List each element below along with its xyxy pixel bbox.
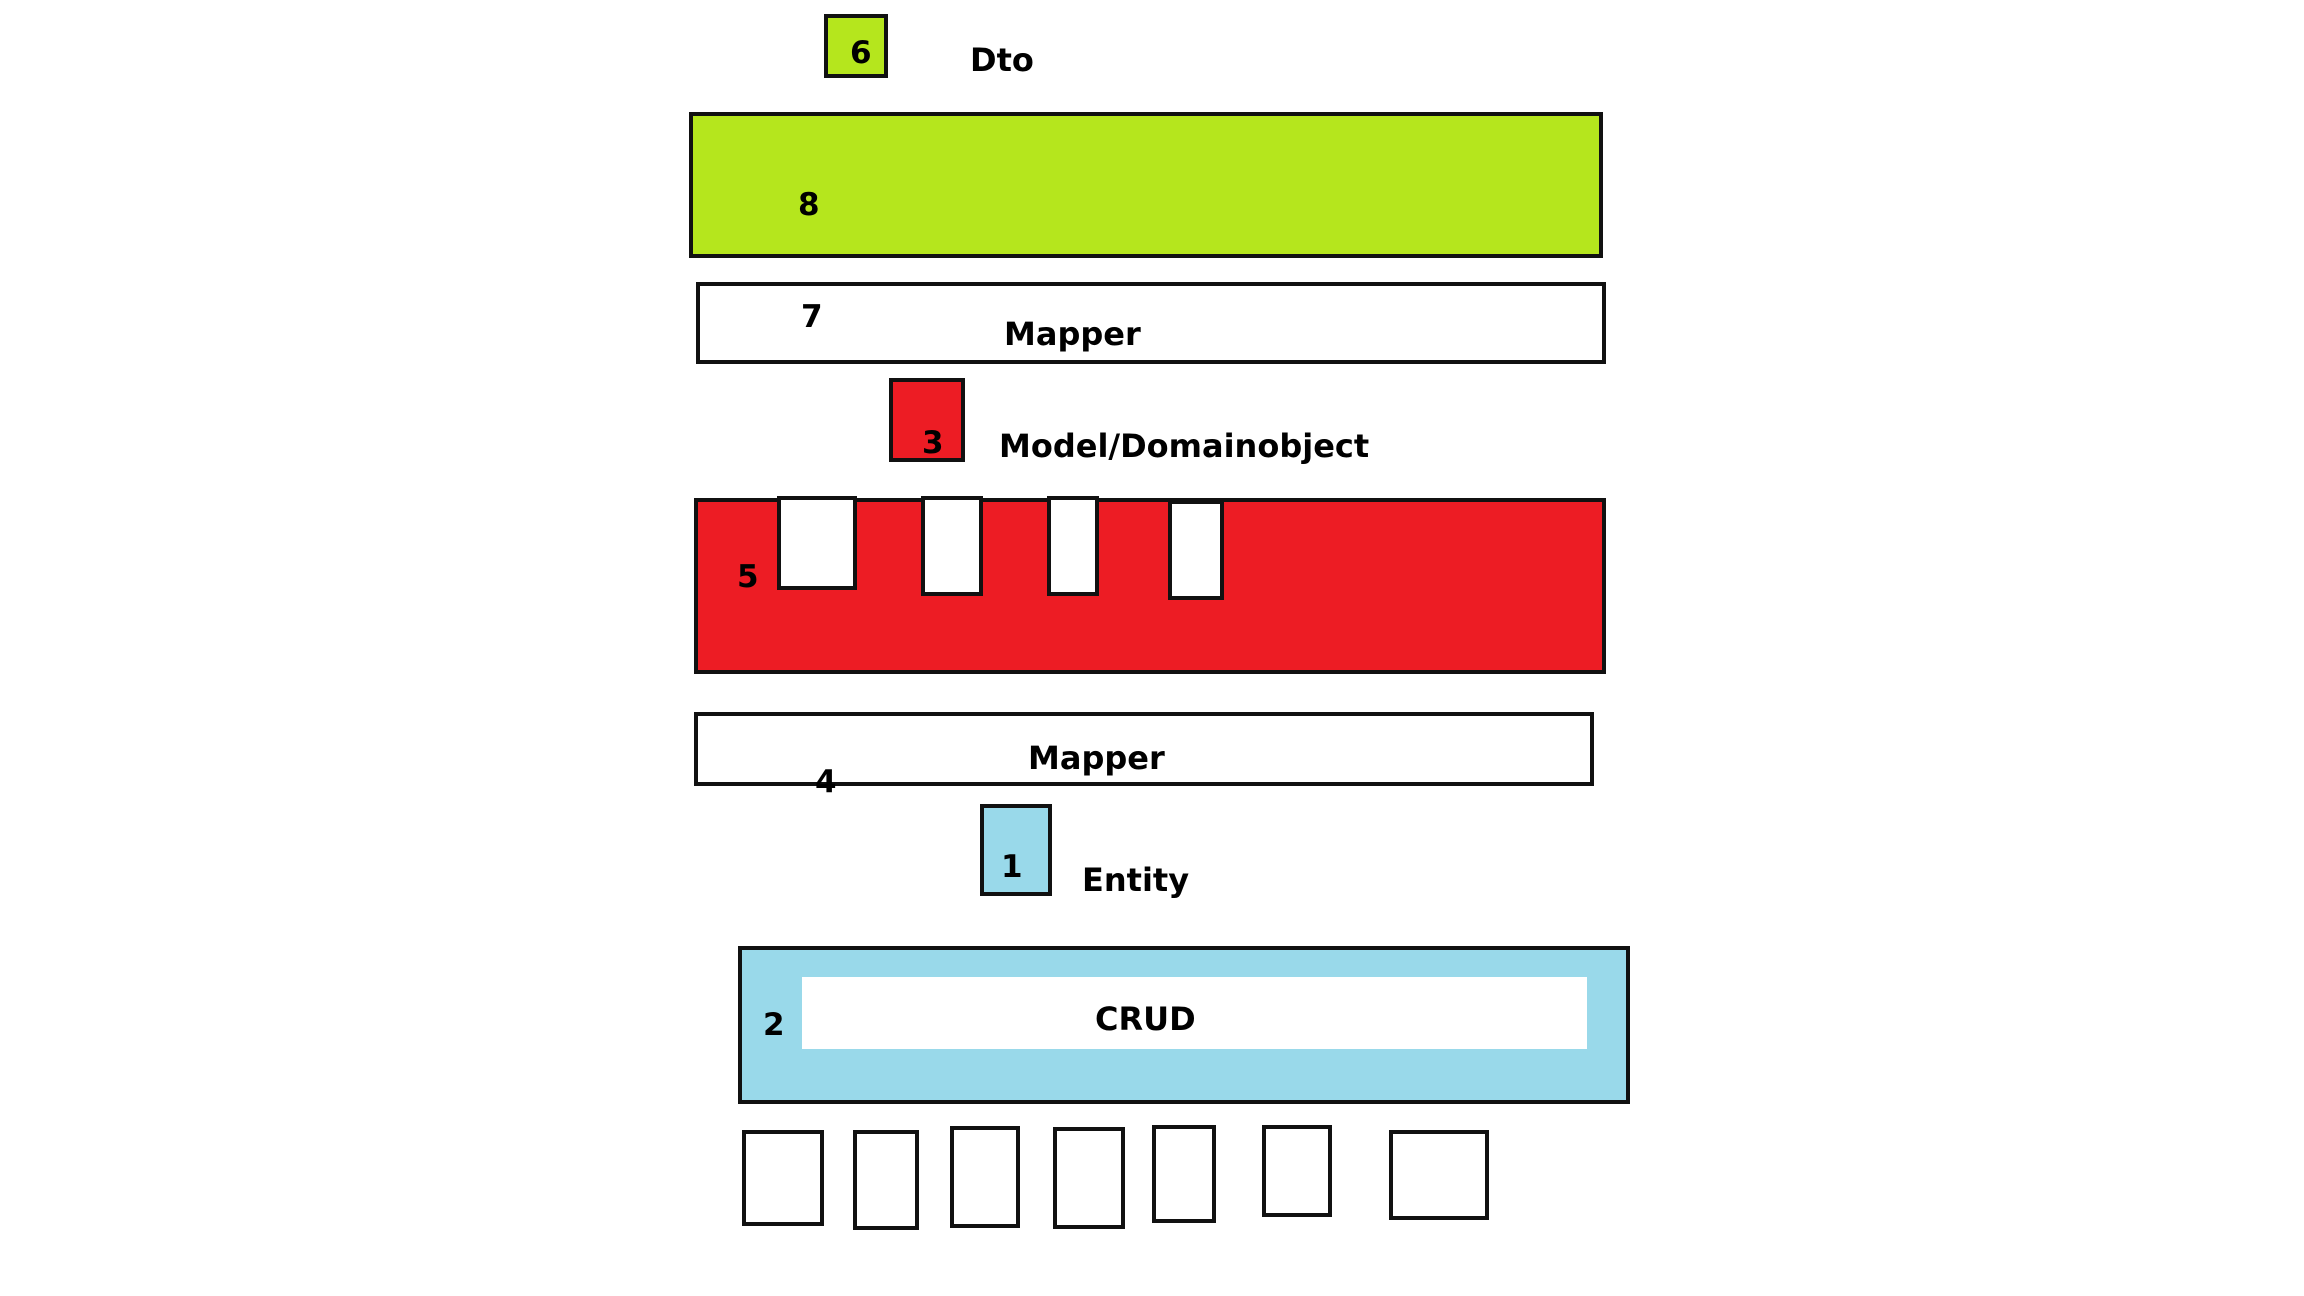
dto-label: Dto (970, 41, 1034, 79)
bottom-box-3 (950, 1126, 1020, 1228)
number-6: 6 (850, 35, 872, 71)
number-8: 8 (798, 187, 820, 223)
dto-swatch (824, 14, 888, 78)
model-domainobject-label: Model/Domainobject (999, 427, 1370, 465)
mapper-bottom-label: Mapper (1028, 739, 1165, 777)
bottom-box-5 (1152, 1125, 1216, 1223)
number-1: 1 (1001, 849, 1023, 885)
number-3: 3 (922, 425, 944, 461)
number-2: 2 (763, 1007, 785, 1043)
mapper-top-label: Mapper (1004, 315, 1141, 353)
model-slot-2 (921, 496, 983, 596)
crud-label: CRUD (1095, 1000, 1196, 1038)
bottom-box-2 (853, 1130, 919, 1230)
number-5: 5 (737, 559, 759, 595)
dto-layer (689, 112, 1603, 258)
crud-panel (802, 977, 1587, 1049)
number-4: 4 (815, 764, 837, 800)
entity-swatch (980, 804, 1052, 896)
number-7: 7 (801, 299, 823, 335)
model-slot-1 (777, 496, 857, 590)
bottom-box-7 (1389, 1130, 1489, 1220)
entity-label: Entity (1082, 861, 1190, 899)
bottom-box-6 (1262, 1125, 1332, 1217)
mapper-bottom (694, 712, 1594, 786)
mapper-top (696, 282, 1606, 364)
model-swatch (889, 378, 965, 462)
model-slot-4 (1168, 500, 1224, 600)
bottom-box-4 (1053, 1127, 1125, 1229)
model-slot-3 (1047, 496, 1099, 596)
bottom-box-1 (742, 1130, 824, 1226)
